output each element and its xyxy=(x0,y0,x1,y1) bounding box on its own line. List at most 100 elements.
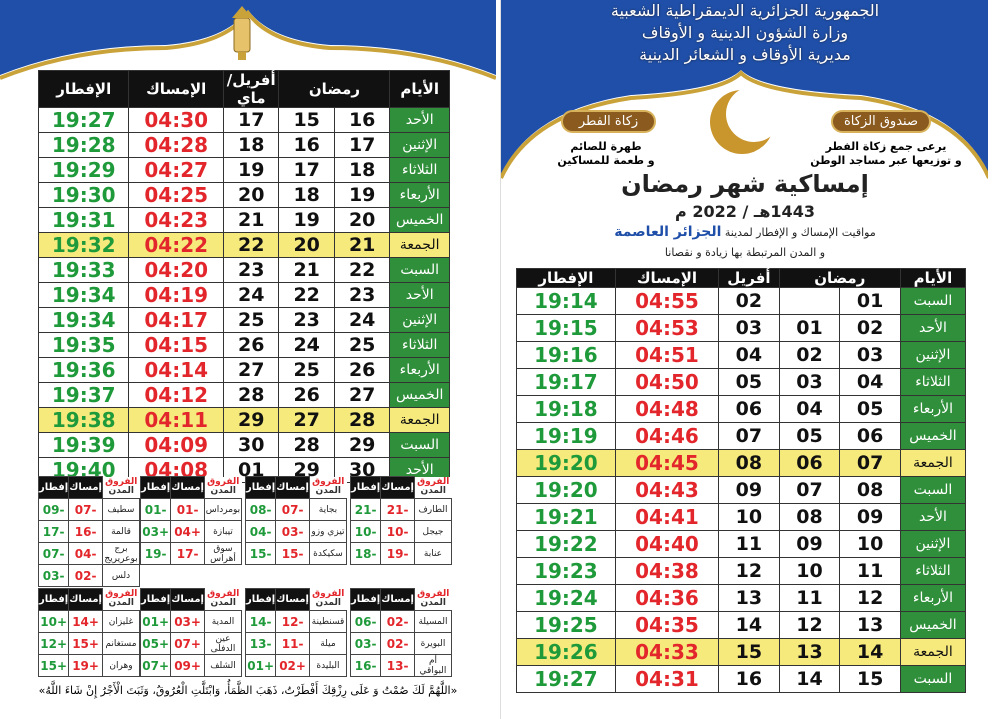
header-month: أفريل/ماي xyxy=(222,70,280,108)
cell-ramadan-day-alt: 04 xyxy=(778,395,841,423)
cell-city: قسنطينة xyxy=(308,610,348,633)
cell-day: الأربعاء xyxy=(389,182,450,208)
cell-month-day: 11 xyxy=(718,530,780,558)
cell-imsak-diff: -02 xyxy=(380,632,415,655)
ramadan-schedule-table-part2: الأيام رمضان أفريل/ماي الإمساك الإفطار الأحد 1… xyxy=(37,70,450,483)
cell-month-day: 18 xyxy=(222,132,280,158)
cell-ramadan-day-alt: 10 xyxy=(778,557,841,585)
cell-imsak-time: 04:50 xyxy=(614,368,720,396)
cell-day: الجمعة xyxy=(899,638,967,666)
lantern-icon xyxy=(232,6,252,60)
cell-month-day: 22 xyxy=(222,232,280,258)
header-iftar: الإفطار xyxy=(37,70,130,108)
cell-month-day: 04 xyxy=(718,341,780,369)
header-imsak: إمساك xyxy=(275,476,310,499)
header-imsak: إمساك xyxy=(275,588,310,611)
header-line-ministry: وزارة الشؤون الدينية و الأوقاف xyxy=(641,23,849,42)
table-row: الأربعاء 05 04 06 04:48 19:18 xyxy=(516,395,967,423)
cell-month-day: 28 xyxy=(222,382,280,408)
cell-month-day: 14 xyxy=(718,611,780,639)
cell-iftar-time: 19:25 xyxy=(516,611,616,639)
table-row: الإثنين 03 02 04 04:51 19:16 xyxy=(516,341,967,369)
table-header-row: الفروق المدن إمساك إفطار xyxy=(349,588,452,611)
subtitle: مواقيت الإمساك و الإفطار لمدينة الجزائر … xyxy=(501,224,988,240)
table-row: الأحد 16 15 17 04:30 19:27 xyxy=(37,107,450,133)
cell-iftar-time: 19:21 xyxy=(516,503,616,531)
cell-day: السبت xyxy=(899,476,967,504)
cell-ramadan-day: 15 xyxy=(839,665,901,693)
cell-imsak-diff: +07 xyxy=(170,632,205,655)
table-row: سوق أهراس -17 -19 xyxy=(139,542,243,565)
header-imsak: إمساك xyxy=(170,588,205,611)
cell-iftar-diff: -21 xyxy=(349,498,382,521)
cell-ramadan-day-alt: 01 xyxy=(778,314,841,342)
zakat-fitr-badge: زكاة الفطر xyxy=(561,110,656,133)
header-iftar: إفطار xyxy=(244,588,277,611)
cell-iftar-time: 19:15 xyxy=(516,314,616,342)
cell-imsak-diff: -03 xyxy=(275,520,310,543)
cell-month-day: 06 xyxy=(718,395,780,423)
year: 1443هـ / 2022 م xyxy=(675,202,815,221)
zakat-fitr-line: و طعمة للمساكين xyxy=(557,154,655,167)
cell-iftar-diff: +07 xyxy=(139,654,172,677)
cell-day: السبت xyxy=(389,257,450,283)
cell-iftar-diff: +03 xyxy=(139,520,172,543)
cell-imsak-diff: -10 xyxy=(380,520,415,543)
zakat-fund-line: يرعى جمع زكاة الفطر xyxy=(825,140,947,153)
cell-imsak-diff: +04 xyxy=(170,520,205,543)
cell-city: سطيف xyxy=(101,498,141,521)
caption-top: الفروق xyxy=(417,589,450,600)
table-row: الأحد 02 01 03 04:53 19:15 xyxy=(516,314,967,342)
cell-iftar-time: 19:35 xyxy=(37,332,130,358)
cell-imsak-time: 04:23 xyxy=(128,207,224,233)
cell-iftar-diff: -15 xyxy=(244,542,277,565)
cell-iftar-diff: -06 xyxy=(349,610,382,633)
cell-iftar-diff: -07 xyxy=(37,542,70,565)
cell-city: وهران xyxy=(101,654,141,677)
cell-imsak-diff: -07 xyxy=(68,498,103,521)
cell-day: السبت xyxy=(899,665,967,693)
cell-day: الخميس xyxy=(389,382,450,408)
caption-top: الفروق xyxy=(417,477,450,488)
cell-ramadan-day: 20 xyxy=(333,207,391,233)
header-imsak: إمساك xyxy=(380,476,415,499)
cell-imsak-time: 04:11 xyxy=(128,407,224,433)
cell-iftar-diff: +01 xyxy=(244,654,277,677)
cell-iftar-diff: +01 xyxy=(139,610,172,633)
header-days: الأيام xyxy=(899,268,967,288)
cell-imsak-time: 04:14 xyxy=(128,357,224,383)
cell-ramadan-day-alt: 07 xyxy=(778,476,841,504)
cell-imsak-diff: -12 xyxy=(275,610,310,633)
cell-imsak-diff: -02 xyxy=(380,610,415,633)
header-line-directorate: مديرية الأوقاف و الشعائر الدينية xyxy=(639,45,851,64)
cell-iftar-time: 19:16 xyxy=(516,341,616,369)
city-difference-table: الفروق المدن إمساك إفطار المسيلة -02 -06 البوير… xyxy=(349,588,453,677)
cell-month-day: 30 xyxy=(222,432,280,458)
table-row: تيزي وزو -03 -04 xyxy=(244,520,348,543)
cell-day: الأربعاء xyxy=(899,395,967,423)
cell-ramadan-day-alt: 13 xyxy=(778,638,841,666)
cell-ramadan-day: 09 xyxy=(839,503,901,531)
cell-day: الثلاثاء xyxy=(899,557,967,585)
cell-iftar-time: 19:27 xyxy=(37,107,130,133)
city-difference-table: الفروق المدن إمساك إفطار قسنطينة -12 -14 ميلة -1… xyxy=(244,588,348,677)
cell-iftar-time: 19:28 xyxy=(37,132,130,158)
cell-iftar-time: 19:18 xyxy=(516,395,616,423)
header-imsak: إمساك xyxy=(68,588,103,611)
caption-bottom: المدن xyxy=(420,598,446,609)
cell-ramadan-day: 26 xyxy=(333,357,391,383)
cell-imsak-diff: -16 xyxy=(68,520,103,543)
header-iftar: إفطار xyxy=(37,588,70,611)
caption-bottom: المدن xyxy=(210,598,236,609)
table-row: عنابة -19 -18 xyxy=(349,542,453,565)
cell-ramadan-day: 21 xyxy=(333,232,391,258)
header-iftar: إفطار xyxy=(349,476,382,499)
table-row: الجمعة 28 27 29 04:11 19:38 xyxy=(37,407,450,433)
cell-city: المدية xyxy=(203,610,243,633)
subtitle-2: و المدن المرتبطة بها زيادة و نقصانا xyxy=(664,246,826,259)
cell-month-day: 13 xyxy=(718,584,780,612)
cell-imsak-time: 04:38 xyxy=(614,557,720,585)
cell-imsak-time: 04:31 xyxy=(614,665,720,693)
cell-city: ميلة xyxy=(308,632,348,655)
table-row: غليزان +14 +10 xyxy=(37,610,141,633)
